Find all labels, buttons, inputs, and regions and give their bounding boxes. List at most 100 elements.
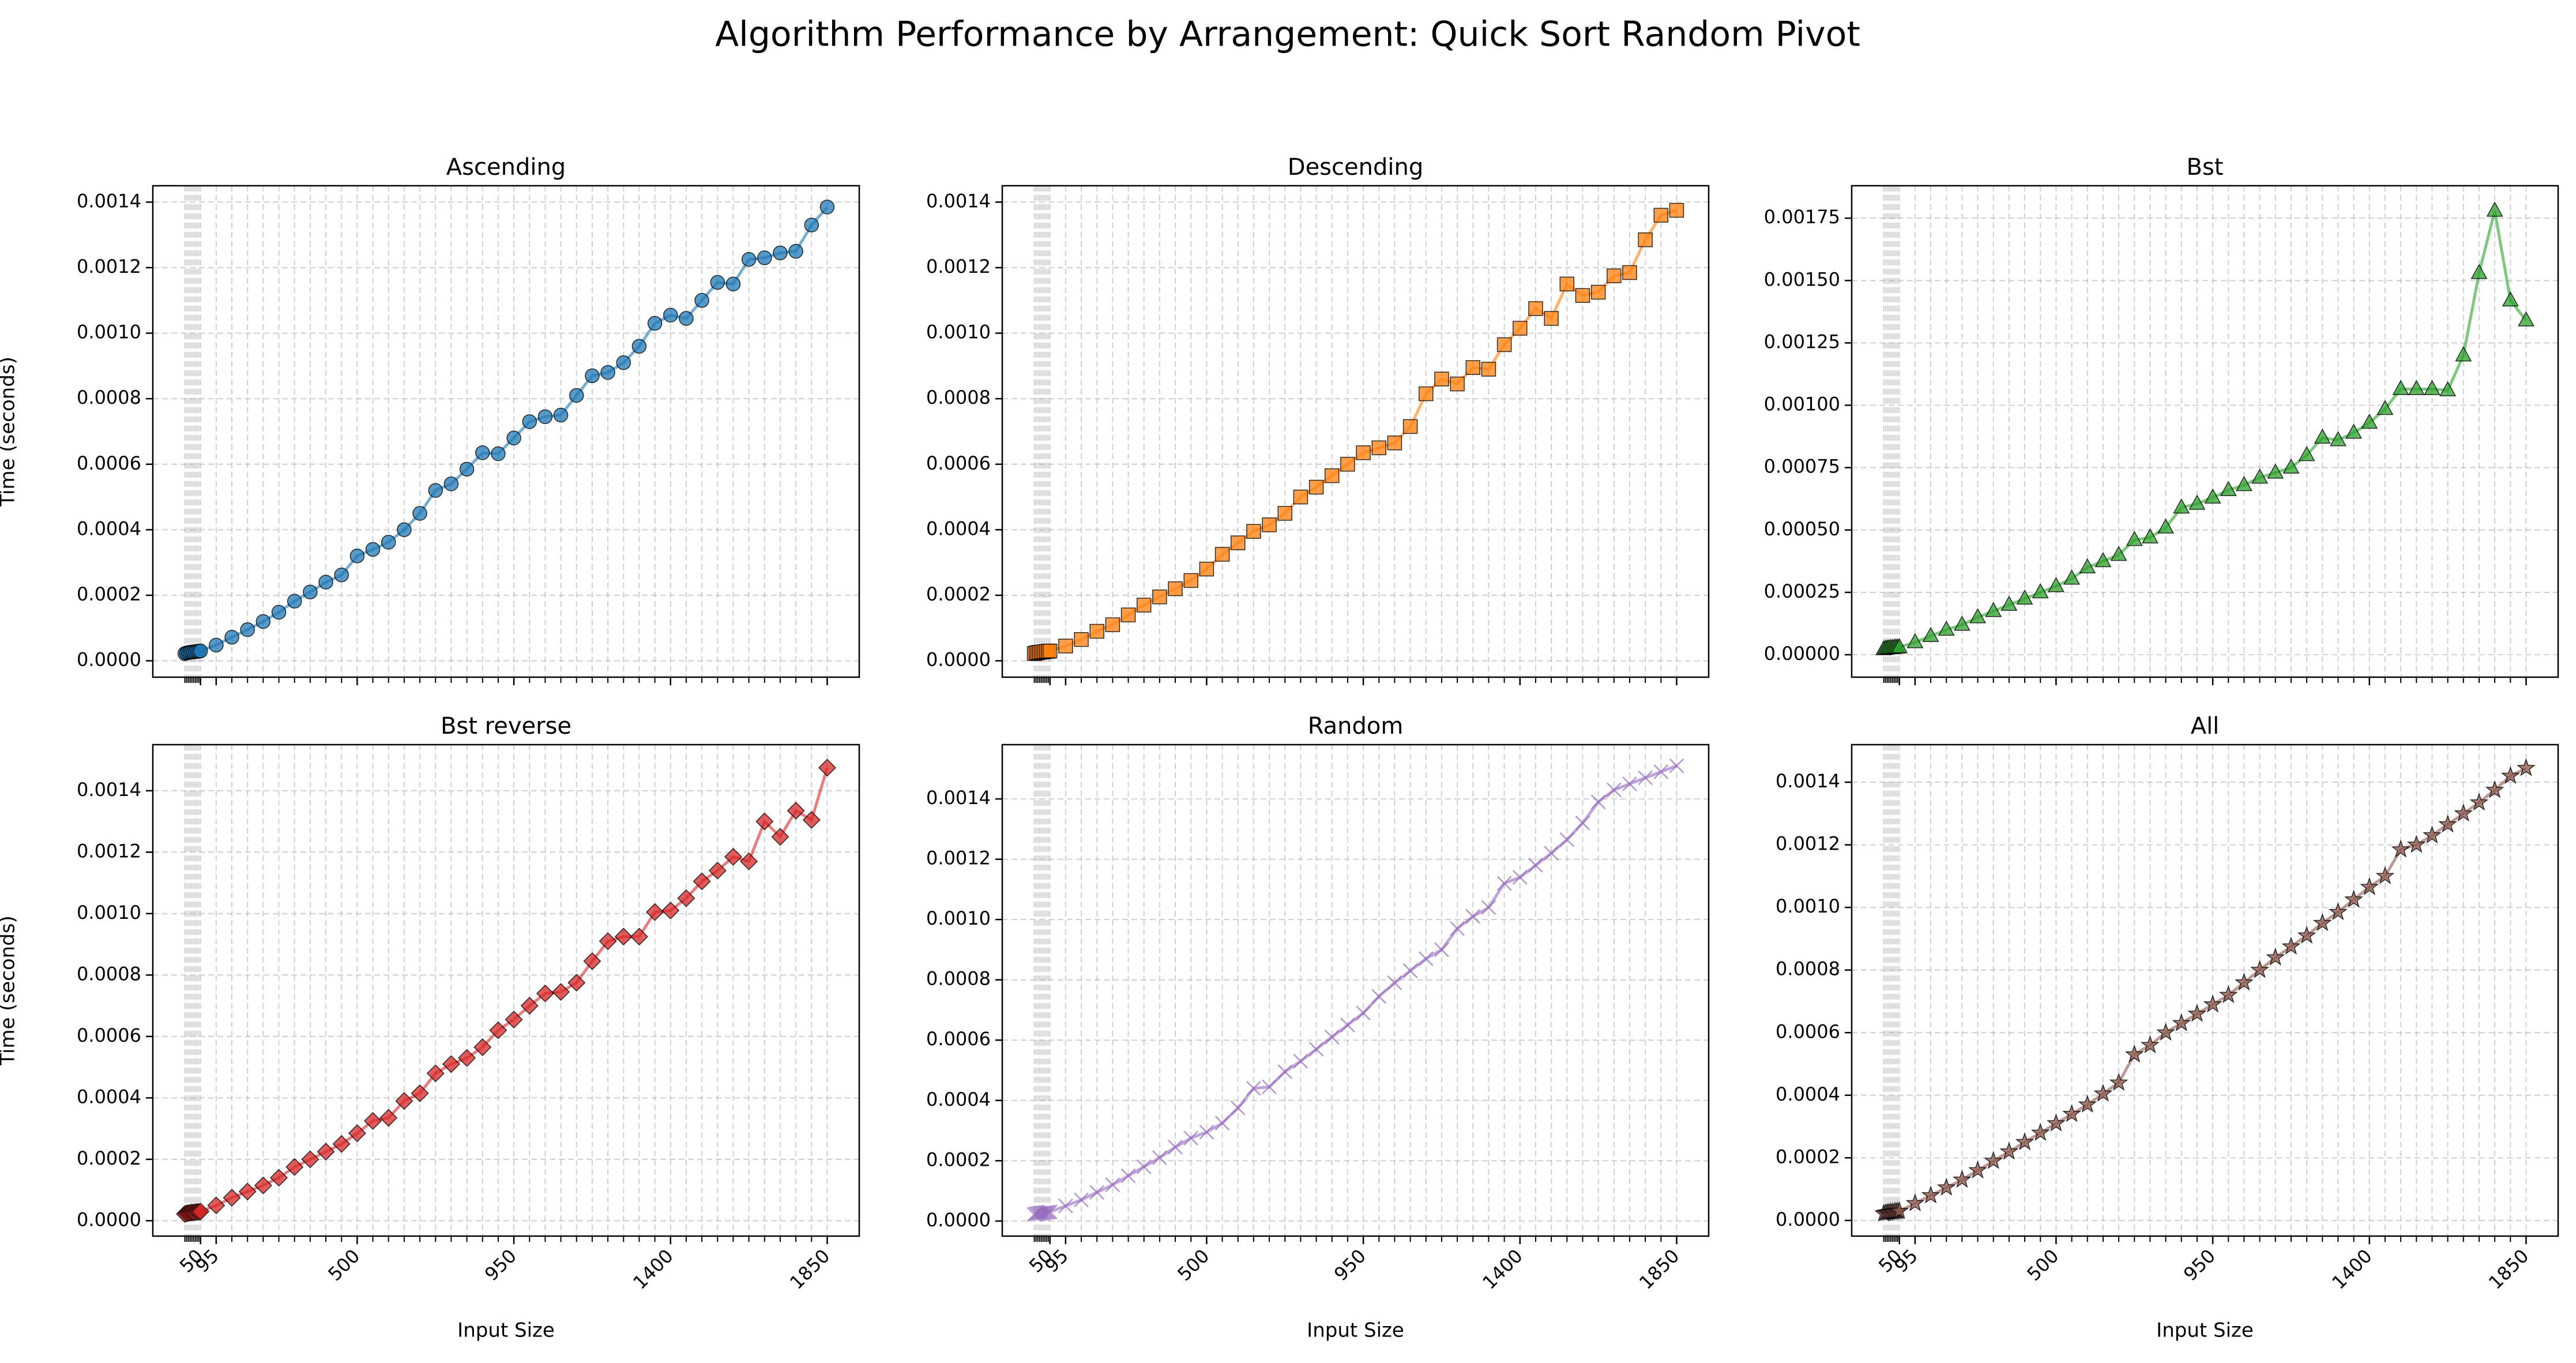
marker	[2157, 518, 2175, 534]
marker	[1340, 457, 1355, 472]
marker	[1418, 951, 1434, 967]
y-tick-label: 0.00125	[1764, 331, 1840, 352]
marker	[1136, 1159, 1152, 1174]
axes-frame	[1001, 185, 1710, 678]
marker	[1891, 638, 1908, 654]
marker	[1152, 1150, 1167, 1165]
marker	[2376, 400, 2394, 415]
y-tick-label: 0.0012	[1776, 833, 1840, 855]
marker	[458, 1049, 476, 1067]
marker	[741, 252, 757, 267]
marker	[223, 1188, 241, 1207]
marker	[1214, 1116, 1230, 1131]
marker	[1905, 1193, 1925, 1212]
marker	[553, 407, 569, 423]
marker	[2156, 1023, 2175, 1041]
marker	[2126, 531, 2143, 546]
marker	[2312, 913, 2332, 932]
marker	[1496, 337, 1512, 352]
marker	[2016, 589, 2033, 605]
y-tick-label: 0.00100	[1764, 393, 1840, 415]
marker	[725, 276, 741, 292]
marker	[1371, 440, 1387, 456]
y-axis-label: Time (seconds)	[0, 915, 20, 1066]
marker	[2220, 480, 2237, 496]
marker	[2110, 546, 2127, 561]
marker	[2062, 1104, 2081, 1122]
x-axis-label: Input Size	[2156, 1319, 2254, 1342]
marker	[240, 622, 255, 637]
y-tick-label: 0.0000	[1776, 1208, 1840, 1230]
y-tick-label: 0.0006	[926, 1028, 991, 1050]
marker	[804, 217, 819, 232]
marker	[2124, 1044, 2144, 1063]
marker	[1402, 963, 1418, 978]
marker	[1246, 524, 1261, 539]
marker	[334, 568, 349, 583]
marker	[2172, 1013, 2191, 1031]
marker	[2030, 1122, 2050, 1141]
marker	[1230, 535, 1246, 550]
marker	[2517, 311, 2534, 326]
marker	[1481, 900, 1496, 915]
marker	[1293, 489, 1308, 505]
marker	[1985, 602, 2002, 617]
y-tick-label: 0.0010	[77, 902, 141, 923]
marker	[209, 637, 224, 653]
marker	[819, 200, 835, 215]
marker	[1183, 1131, 1199, 1146]
marker	[773, 245, 788, 261]
marker	[2109, 1072, 2129, 1091]
marker	[224, 629, 239, 645]
marker	[1040, 1204, 1056, 1220]
marker	[1120, 607, 1136, 622]
marker	[395, 1092, 413, 1110]
marker	[2235, 973, 2254, 991]
marker	[631, 339, 647, 354]
marker	[2375, 866, 2395, 884]
marker	[2015, 1132, 2035, 1151]
marker	[193, 643, 208, 659]
marker	[2078, 1094, 2097, 1113]
marker	[1638, 232, 1653, 247]
marker	[1465, 909, 1481, 924]
marker	[1356, 445, 1371, 460]
marker	[1371, 989, 1387, 1004]
marker	[2188, 494, 2206, 510]
marker	[1324, 468, 1340, 483]
marker	[755, 812, 774, 831]
marker	[318, 575, 333, 590]
y-tick-label: 0.0012	[926, 256, 991, 277]
marker	[2438, 814, 2458, 833]
y-tick-label: 0.0004	[77, 1086, 141, 1107]
marker	[442, 1055, 460, 1073]
marker	[771, 828, 789, 846]
subplot-title: Random	[1308, 713, 1404, 739]
y-tick-label: 0.0006	[1776, 1020, 1840, 1042]
marker	[616, 355, 631, 370]
marker	[2063, 569, 2081, 585]
marker	[2423, 825, 2442, 844]
marker	[1277, 506, 1292, 521]
marker	[536, 984, 554, 1002]
y-tick-label: 0.0010	[926, 907, 991, 929]
marker	[1481, 362, 1496, 377]
marker	[1089, 1185, 1105, 1200]
marker	[2141, 528, 2158, 544]
marker	[1105, 617, 1120, 632]
marker	[1622, 776, 1637, 791]
marker	[255, 614, 271, 629]
marker	[1419, 386, 1434, 401]
marker	[412, 506, 427, 521]
marker	[2203, 994, 2222, 1013]
marker	[2047, 577, 2064, 592]
marker	[1544, 846, 1559, 861]
marker	[1969, 608, 1987, 624]
marker	[1590, 794, 1606, 810]
marker	[1058, 1198, 1073, 1214]
marker	[2250, 960, 2270, 978]
marker	[1058, 639, 1073, 654]
marker	[1653, 208, 1669, 223]
marker	[614, 928, 633, 946]
